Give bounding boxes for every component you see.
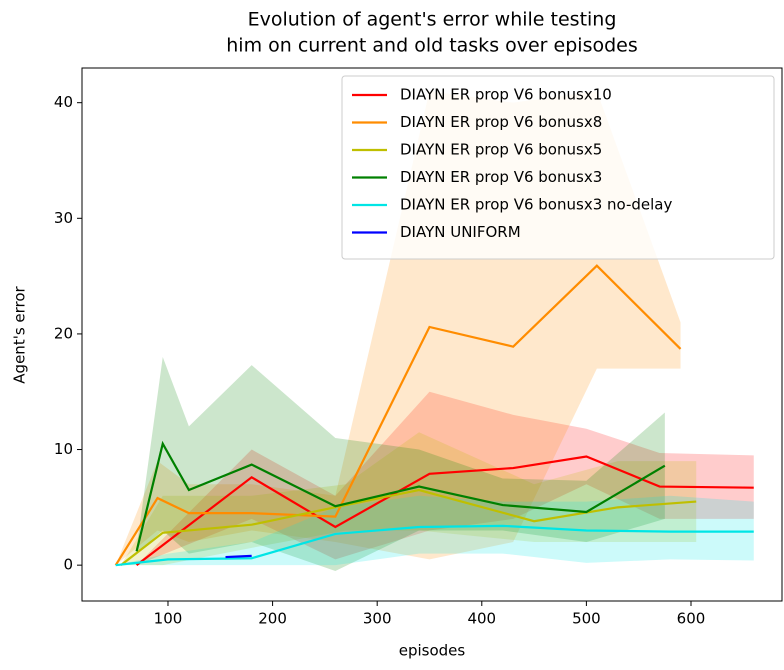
error-band bbox=[136, 391, 754, 566]
x-tick-label: 400 bbox=[467, 610, 496, 628]
error-band bbox=[136, 357, 665, 571]
line bbox=[114, 264, 682, 566]
legend-label: DIAYN ER prop V6 bonusx10 bbox=[400, 86, 612, 104]
x-tick-label: 300 bbox=[363, 610, 392, 628]
y-tick-label: 40 bbox=[54, 93, 73, 111]
error-band bbox=[115, 495, 754, 566]
legend-label: DIAYN UNIFORM bbox=[400, 223, 521, 241]
legend-label: DIAYN ER prop V6 bonusx5 bbox=[400, 141, 602, 159]
y-tick-label: 30 bbox=[54, 209, 73, 227]
x-tick-label: 600 bbox=[677, 610, 706, 628]
plot-area bbox=[114, 91, 754, 571]
line bbox=[120, 488, 697, 567]
x-tick-label: 100 bbox=[154, 610, 183, 628]
line bbox=[115, 524, 754, 567]
x-tick-label: 500 bbox=[572, 610, 601, 628]
legend-label: DIAYN ER prop V6 bonusx8 bbox=[400, 113, 602, 131]
y-tick-label: 0 bbox=[63, 556, 73, 574]
y-axis-label: Agent's error bbox=[11, 285, 29, 383]
y-tick-label: 20 bbox=[54, 324, 73, 342]
axes-frame bbox=[81, 67, 783, 602]
y-tick-label: 10 bbox=[54, 440, 73, 458]
x-axis-label: episodes bbox=[399, 642, 466, 660]
line bbox=[135, 455, 754, 567]
legend-label: DIAYN ER prop V6 bonusx3 bbox=[400, 168, 602, 186]
x-tick-label: 200 bbox=[258, 610, 287, 628]
line bbox=[135, 440, 666, 552]
legend: DIAYN ER prop V6 bonusx10 DIAYN ER prop V… bbox=[341, 75, 775, 260]
legend-label: DIAYN ER prop V6 bonusx3 no-delay bbox=[400, 196, 672, 214]
legend-box bbox=[341, 75, 775, 260]
chart-title: him on current and old tasks over episod… bbox=[226, 35, 638, 57]
error-band bbox=[120, 432, 697, 566]
chart-title: Evolution of agent's error while testing bbox=[248, 9, 617, 31]
line bbox=[225, 554, 252, 559]
